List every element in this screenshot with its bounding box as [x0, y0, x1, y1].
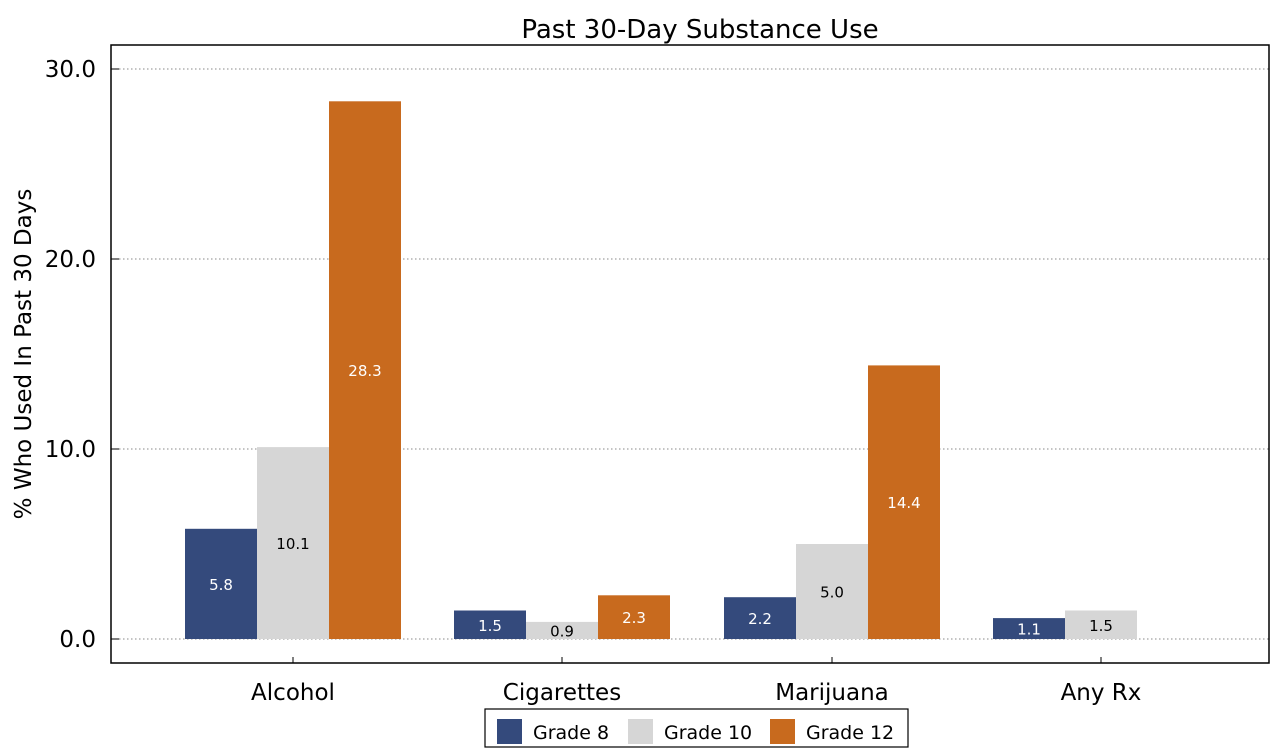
bar [724, 597, 796, 639]
data-labels: 5.8 10.1 28.3 1.5 0.9 2.3 2.2 5.0 14.4 1.1 1.5 [209, 362, 1113, 640]
bar [454, 610, 526, 639]
bar [329, 101, 401, 640]
legend-frame [484, 708, 909, 748]
legend-label: Grade 8 [533, 722, 609, 744]
bar [526, 621, 598, 639]
legend: Grade 8 Grade 10 Grade 12 [484, 708, 909, 748]
bar [993, 618, 1065, 639]
bars [185, 101, 1137, 640]
data-label: 1.5 [1089, 617, 1113, 635]
data-label: 5.0 [820, 584, 844, 602]
y-tick-label: 20.0 [45, 247, 96, 273]
bar [796, 544, 868, 639]
data-label: 2.3 [622, 609, 646, 627]
x-tick-label: Alcohol [251, 680, 335, 706]
y-axis-label: % Who Used In Past 30 Days [11, 189, 37, 520]
bar [257, 447, 329, 639]
y-tick-label: 10.0 [45, 437, 96, 463]
data-label: 2.2 [748, 610, 772, 628]
x-tick-label: Cigarettes [503, 680, 621, 706]
x-tick-label: Any Rx [1061, 680, 1142, 706]
legend-swatch [628, 719, 653, 744]
y-tick-label: 30.0 [45, 57, 96, 83]
bar [868, 365, 940, 639]
legend-swatch [497, 719, 522, 744]
legend-label: Grade 10 [664, 722, 752, 744]
plot-frame [110, 44, 1270, 664]
y-tick-label: 0.0 [59, 627, 96, 653]
legend-label: Grade 12 [806, 722, 894, 744]
data-label: 10.1 [276, 535, 309, 553]
data-label: 1.1 [1017, 621, 1041, 639]
data-label: 14.4 [887, 494, 920, 512]
bar [185, 528, 257, 639]
bar [1065, 610, 1137, 639]
data-label: 0.9 [550, 622, 574, 640]
data-label: 5.8 [209, 576, 233, 594]
x-axis-ticks: Alcohol Cigarettes Marijuana Any Rx [251, 657, 1141, 706]
legend-swatch [770, 719, 795, 744]
chart-title: Past 30-Day Substance Use [521, 15, 878, 45]
y-axis-ticks: 0.0 10.0 20.0 30.0 [45, 57, 119, 653]
bar [598, 595, 670, 639]
x-tick-label: Marijuana [775, 680, 889, 706]
data-label: 1.5 [478, 617, 502, 635]
data-label: 28.3 [348, 362, 381, 380]
